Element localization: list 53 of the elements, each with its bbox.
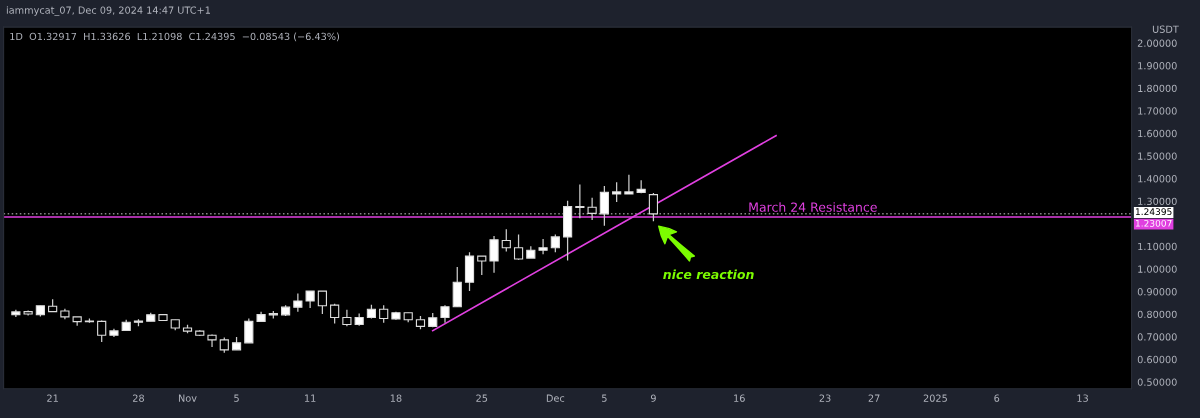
x-tick-label: 27 (868, 394, 880, 402)
candlestick (244, 317, 254, 344)
candlestick (501, 228, 511, 253)
candlestick (317, 290, 327, 315)
y-tick-label: 0.90000 (1137, 288, 1177, 296)
y-tick-label: 1.10000 (1138, 242, 1177, 251)
candlestick (612, 181, 622, 203)
ref-line-label: 1.24395 (1135, 208, 1172, 216)
candlestick (513, 233, 524, 261)
x-tick-label: 5 (602, 394, 607, 402)
candlestick (489, 235, 499, 274)
x-tick-label: 6 (994, 394, 1000, 402)
y-tick-label: 1.80000 (1138, 84, 1177, 93)
annotation: March 24 Resistance (749, 202, 877, 212)
candlestick (599, 185, 609, 227)
x-tick-label: 13 (1077, 394, 1088, 402)
y-tick-label: 1.00000 (1138, 265, 1177, 273)
ref-line-label: 1.23007 (1135, 219, 1172, 227)
y-tick-label: 0.50000 (1137, 378, 1177, 386)
x-tick-label: 11 (305, 394, 316, 402)
y-tick-label: 1.50000 (1138, 152, 1177, 160)
candlestick (477, 255, 487, 276)
x-tick-label: 28 (133, 394, 144, 402)
y-tick-label: 1.30000 (1138, 197, 1177, 206)
candlestick (97, 319, 107, 343)
candlestick (648, 192, 659, 222)
y-tick-label: 2.00000 (1137, 39, 1177, 47)
x-tick-label: Nov (178, 394, 197, 402)
y-tick-label: 1.60000 (1138, 129, 1177, 138)
y-axis-title: USDT (1152, 25, 1179, 33)
x-tick-label: 2025 (923, 394, 947, 402)
x-tick-label: 5 (234, 394, 239, 402)
x-tick-label: 21 (47, 394, 58, 402)
y-tick-label: 1.70000 (1138, 107, 1177, 115)
y-tick-label: 0.60000 (1137, 355, 1177, 364)
annotation: nice reaction (663, 269, 754, 280)
x-tick-label: 23 (819, 394, 831, 402)
candlestick (293, 292, 303, 313)
candlestick (575, 183, 585, 219)
chart-subtitle: iammycat_07, Dec 09, 2024 14:47 UTC+1 (6, 6, 210, 16)
candlestick (538, 238, 548, 255)
candlestick (587, 197, 597, 221)
y-tick-label: 0.80000 (1137, 310, 1177, 318)
x-tick-label: 25 (476, 394, 488, 402)
x-tick-label: 9 (650, 394, 656, 402)
x-tick-label: Dec (546, 394, 565, 402)
y-tick-label: 0.70000 (1137, 333, 1177, 341)
text: 1D O1.32917 H1.33626 L1.21098 C1.24395 −0.08543 (−6.43%) (10, 32, 340, 42)
y-tick-label: 1.90000 (1138, 62, 1177, 70)
y-tick-label: 1.40000 (1138, 175, 1177, 183)
x-tick-label: 18 (390, 394, 402, 402)
x-tick-label: 16 (734, 394, 745, 402)
candlestick (624, 174, 634, 195)
